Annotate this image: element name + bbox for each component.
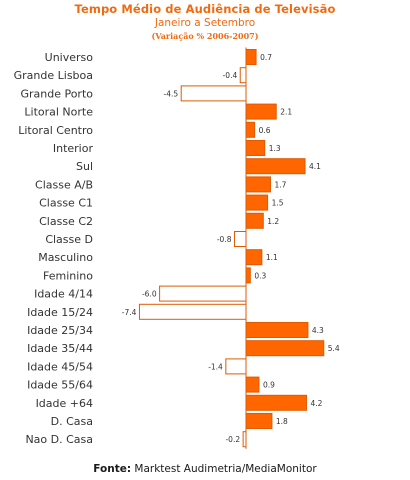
bar <box>233 231 247 247</box>
value-label: 0.6 <box>259 126 271 135</box>
value-label: 4.1 <box>309 162 321 171</box>
category-label: Grande Porto <box>20 87 93 100</box>
value-label: 0.3 <box>254 271 266 280</box>
bar <box>159 285 247 302</box>
bar <box>245 413 273 429</box>
bar <box>245 249 263 266</box>
bar <box>245 49 257 65</box>
value-label: -0.4 <box>223 71 238 80</box>
category-label: Sul <box>76 160 93 173</box>
value-label: -7.4 <box>122 308 137 317</box>
bar <box>245 158 306 175</box>
bar <box>245 121 256 138</box>
source-text: Marktest Audimetria/MediaMonitor <box>131 463 317 475</box>
bar <box>245 267 251 284</box>
chart-subtitle: Janeiro a Setembro <box>154 17 256 29</box>
bar <box>225 358 247 375</box>
bar <box>138 303 247 320</box>
value-label: -0.8 <box>217 235 232 244</box>
category-label: Idade 15/24 <box>27 306 93 319</box>
bar <box>245 212 264 229</box>
value-label: 1.5 <box>272 199 284 208</box>
category-label: Universo <box>45 51 94 64</box>
source-label: Fonte: <box>93 463 132 475</box>
bar <box>245 140 266 156</box>
category-label: Idade +64 <box>36 397 93 410</box>
value-label: 1.8 <box>276 417 288 426</box>
bar <box>245 176 271 193</box>
category-label: Idade 4/14 <box>34 288 93 301</box>
value-label: 1.3 <box>269 144 281 153</box>
category-label: D. Casa <box>51 415 93 428</box>
bar <box>180 85 247 102</box>
value-label: 5.4 <box>328 344 340 353</box>
bar <box>245 340 325 357</box>
bar-chart: Universo 0.7 Grande Lisboa -0.4 Grande Porto… <box>14 47 340 449</box>
bar <box>245 103 277 120</box>
category-label: Litoral Centro <box>18 124 93 137</box>
bar <box>245 194 269 211</box>
value-label: -4.5 <box>164 89 179 98</box>
bar <box>245 394 307 411</box>
bar <box>245 322 309 338</box>
category-label: Idade 25/34 <box>27 324 93 337</box>
category-label: Classe C1 <box>39 197 93 210</box>
category-label: Interior <box>53 142 94 155</box>
value-label: 1.1 <box>266 253 278 262</box>
value-label: 4.3 <box>312 326 324 335</box>
value-label: 1.7 <box>274 180 286 189</box>
category-label: Classe A/B <box>35 178 93 191</box>
value-label: 0.7 <box>260 53 272 62</box>
bar <box>239 67 247 84</box>
chart-note: (Variação % 2006-2007) <box>151 31 259 41</box>
category-label: Classe C2 <box>39 215 93 228</box>
value-label: 2.1 <box>280 108 292 117</box>
source-line: Fonte: Marktest Audimetria/MediaMonitor <box>0 463 410 475</box>
category-label: Feminino <box>43 269 93 282</box>
category-label: Idade 35/44 <box>27 342 93 355</box>
category-label: Nao D. Casa <box>25 433 93 446</box>
category-label: Classe D <box>45 233 93 246</box>
value-label: -1.4 <box>208 362 223 371</box>
value-label: -0.2 <box>225 435 240 444</box>
category-label: Idade 55/64 <box>27 379 93 392</box>
category-label: Masculino <box>38 251 93 264</box>
value-label: 0.9 <box>263 381 275 390</box>
category-label: Litoral Norte <box>24 106 93 119</box>
value-label: -6.0 <box>142 290 157 299</box>
value-label: 1.2 <box>267 217 279 226</box>
value-label: 4.2 <box>310 399 322 408</box>
chart-title: Tempo Médio de Audiência de Televisão <box>74 2 336 16</box>
bar <box>245 376 260 393</box>
category-label: Idade 45/54 <box>27 360 93 373</box>
category-label: Grande Lisboa <box>14 69 93 82</box>
